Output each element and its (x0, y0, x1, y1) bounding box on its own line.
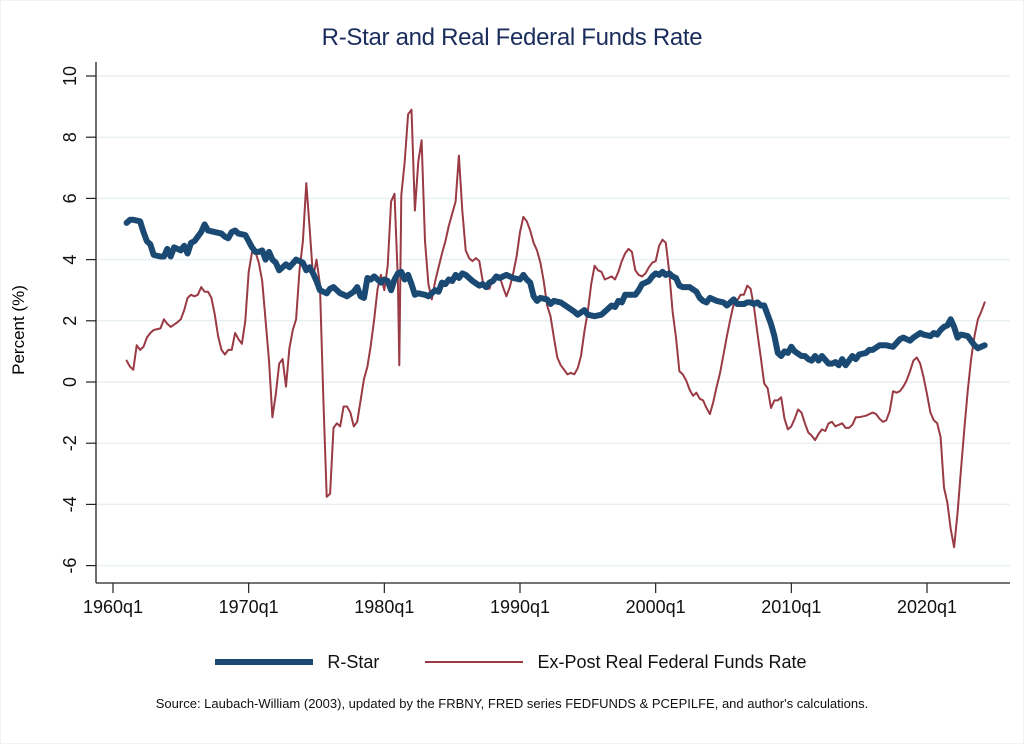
y-tick-label: 4 (60, 255, 80, 265)
y-tick-label: 6 (60, 193, 80, 203)
x-tick-label: 1980q1 (354, 597, 414, 617)
gridlines (97, 75, 1010, 567)
y-tick-label: 10 (60, 66, 80, 86)
legend-swatch-ex-post-real-ffr (425, 661, 524, 663)
axes: 10 8 6 4 2 0 -2 -4 -6 1960q1 1970q1 1980q1 1990q1 200… (60, 62, 1010, 617)
legend-item-ex-post-real-ffr: Ex-Post Real Federal Funds Rate (425, 651, 807, 673)
legend-label-r-star: R-Star (327, 651, 380, 672)
legend-swatch-r-star (215, 659, 314, 665)
y-tick-label: -6 (60, 558, 80, 574)
y-tick-label: -4 (60, 496, 80, 512)
chart-title: R-Star and Real Federal Funds Rate (321, 24, 703, 51)
series-r-star (123, 216, 988, 369)
source-note: Source: Laubach-William (2003), updated … (155, 696, 869, 711)
x-tick-label: 2000q1 (626, 597, 686, 617)
x-tick-label: 1970q1 (219, 597, 279, 617)
x-tick-label: 2010q1 (761, 597, 821, 617)
x-tick-label: 1990q1 (490, 597, 550, 617)
series-ex-post-real-ffr (125, 108, 986, 549)
x-tick-label: 1960q1 (83, 597, 143, 617)
legend: R-Star Ex-Post Real Federal Funds Rate (0, 648, 1024, 676)
y-tick-label: 2 (60, 316, 80, 326)
legend-label-ex-post-real-ffr: Ex-Post Real Federal Funds Rate (537, 651, 807, 672)
y-tick-label: -2 (60, 435, 80, 451)
r-star-line (123, 216, 988, 369)
y-tick-label: 8 (60, 132, 80, 142)
y-tick-label: 0 (60, 377, 80, 387)
legend-item-r-star: R-Star (215, 652, 379, 673)
x-tick-label: 2020q1 (897, 597, 957, 617)
ex-post-real-ffr-line (125, 108, 986, 549)
